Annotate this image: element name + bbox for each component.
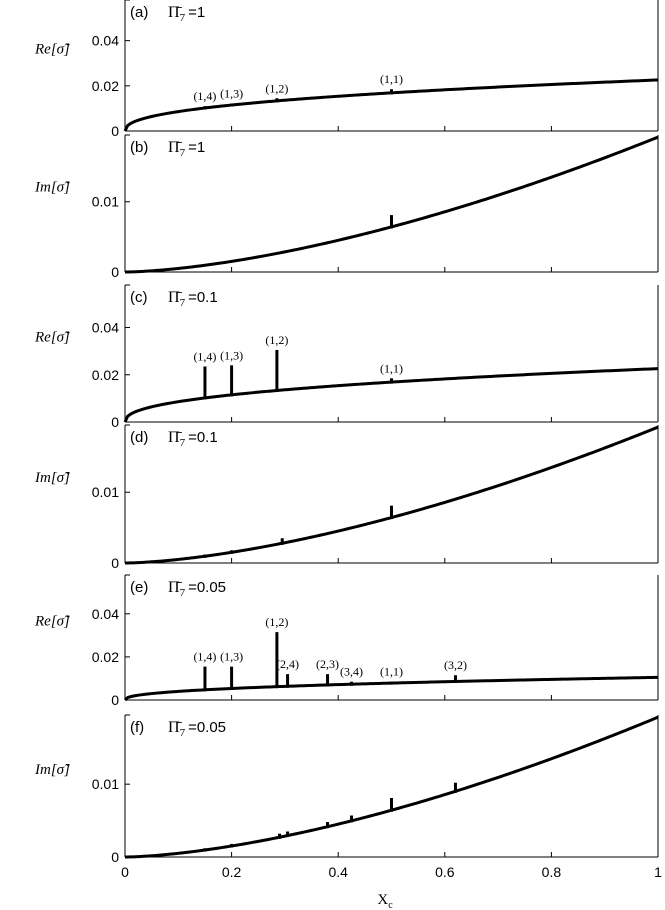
y-axis-label: Im[σ̃] (34, 180, 70, 196)
y-tick-label: 0 (111, 555, 119, 571)
pi-parameter-label: Π̄7 =0.05 (168, 579, 226, 599)
y-axis-label: Im[σ̃] (34, 470, 70, 486)
panel-label: (f) (130, 719, 144, 736)
series-curve (123, 78, 659, 132)
y-tick-label: 0.02 (92, 367, 119, 383)
y-tick-label: 0.01 (92, 194, 119, 210)
y-tick-label: 0 (111, 849, 119, 865)
mode-label: (1,2) (265, 333, 288, 347)
y-axis-label: Re[σ̃] (34, 330, 70, 346)
pi-parameter-label: Π̄7 =0.05 (168, 719, 226, 739)
y-axis-label: Re[σ̃] (34, 614, 70, 630)
mode-label: (2,3) (316, 657, 339, 671)
y-tick-label: 0.04 (92, 320, 119, 336)
mode-label: (1,1) (380, 665, 403, 679)
panel-label: (b) (130, 139, 148, 156)
mode-label: (1,4) (193, 89, 216, 103)
x-tick-label: 0.4 (328, 864, 348, 880)
mode-label: (1,4) (193, 349, 216, 363)
y-tick-label: 0.04 (92, 606, 119, 622)
y-tick-label: 0 (111, 692, 119, 708)
panel-e: 0 0.02 0.04 Re[σ̃] (e) Π̄7 =0.05 (1,4) (1,3) (1,2… (34, 574, 659, 708)
y-tick-label: 0 (111, 414, 119, 430)
x-tick-label: 0.6 (435, 864, 455, 880)
mode-label: (3,4) (340, 665, 363, 679)
y-axis-label: Im[σ̃] (34, 762, 70, 778)
panel-b: 0 0.01 Im[σ̃] (b) Π̄7 =1 (34, 134, 659, 280)
panel-a: 0 0.02 0.04 Re[σ̃] (a) Π̄7 =1 (1,4) (1,3) (1,2) (1… (34, 0, 659, 139)
y-tick-label: 0.01 (92, 484, 119, 500)
x-tick-label: 0.8 (542, 864, 562, 880)
mode-label: (1,3) (220, 87, 243, 101)
mode-label: (1,1) (380, 361, 403, 375)
y-tick-label: 0 (111, 264, 119, 280)
pi-parameter-label: Π̄7 =0.1 (168, 289, 218, 309)
mode-label: (1,3) (220, 650, 243, 664)
x-tick-label: 0.2 (222, 864, 242, 880)
mode-label: (3,2) (444, 658, 467, 672)
panel-label: (d) (130, 429, 148, 446)
panel-label: (a) (130, 4, 148, 21)
mode-label: (1,3) (220, 348, 243, 362)
pi-parameter-label: Π̄7 =1 (168, 139, 205, 159)
panel-d: 0 0.01 Im[σ̃] (d) Π̄7 =0.1 (34, 424, 659, 571)
mode-label: (1,2) (265, 615, 288, 629)
y-tick-label: 0 (111, 123, 119, 139)
panel-f: 0 0.01 Im[σ̃] (f) Π̄7 =0.05 (34, 714, 659, 865)
series-curve (124, 715, 659, 859)
x-tick-label: 1 (654, 864, 662, 880)
y-tick-label: 0.02 (92, 649, 119, 665)
x-axis-label: Xc (377, 892, 393, 910)
y-axis-label: Re[σ̃] (34, 42, 70, 58)
series-curve (124, 425, 659, 565)
pi-parameter-label: Π̄7 =1 (168, 4, 205, 24)
mode-label: (1,2) (265, 81, 288, 95)
y-tick-label: 0.02 (92, 78, 119, 94)
panel-label: (c) (130, 289, 148, 306)
mode-label: (2,4) (276, 657, 299, 671)
y-tick-label: 0.04 (92, 33, 119, 49)
x-tick-label: 0 (121, 864, 129, 880)
pi-parameter-label: Π̄7 =0.1 (168, 429, 218, 449)
y-tick-label: 0.01 (92, 776, 119, 792)
series-curve (124, 135, 659, 274)
mode-label: (1,4) (193, 650, 216, 664)
mode-label: (1,1) (380, 72, 403, 86)
panel-label: (e) (130, 579, 148, 596)
panel-c: 0 0.02 0.04 Re[σ̃] (c) Π̄7 =0.1 (1,4) (1,3) (1,2)… (34, 284, 659, 430)
